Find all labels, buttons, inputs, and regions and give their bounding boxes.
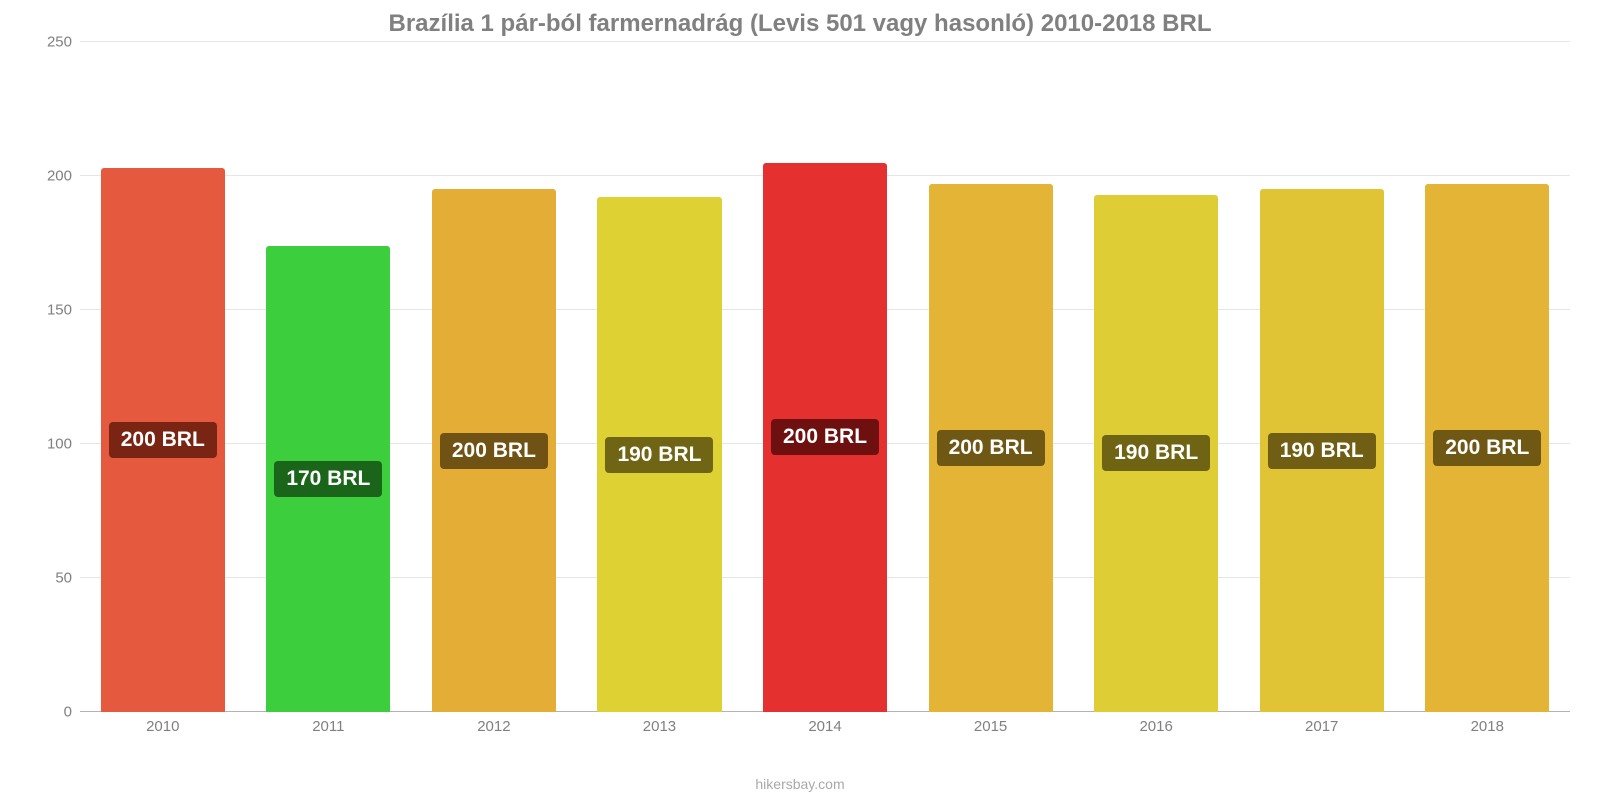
bar: 190 BRL (597, 197, 721, 712)
bar-value-label: 200 BRL (937, 430, 1045, 466)
x-tick-label: 2011 (246, 712, 412, 742)
bar: 190 BRL (1260, 189, 1384, 712)
x-tick-label: 2015 (908, 712, 1074, 742)
bar: 200 BRL (1425, 184, 1549, 712)
x-axis: 201020112012201320142015201620172018 (80, 712, 1570, 742)
y-tick-label: 250 (30, 34, 72, 51)
bar-value-label: 190 BRL (605, 437, 713, 473)
bar-slot: 200 BRL (411, 42, 577, 712)
bar-value-label: 190 BRL (1102, 435, 1210, 471)
bar: 200 BRL (432, 189, 556, 712)
chart-title: Brazília 1 pár-ból farmernadrág (Levis 5… (30, 10, 1570, 38)
bar-slot: 200 BRL (908, 42, 1074, 712)
bar-slot: 200 BRL (742, 42, 908, 712)
bar-value-label: 170 BRL (274, 461, 382, 497)
bar-slot: 190 BRL (1073, 42, 1239, 712)
y-tick-label: 100 (30, 436, 72, 453)
bar-value-label: 200 BRL (109, 422, 217, 458)
y-tick-label: 50 (30, 570, 72, 587)
x-tick-label: 2012 (411, 712, 577, 742)
bar: 200 BRL (763, 163, 887, 712)
y-axis: 050100150200250 (30, 42, 80, 712)
y-tick-label: 200 (30, 168, 72, 185)
bar: 170 BRL (266, 246, 390, 712)
credit-text: hikersbay.com (0, 776, 1600, 792)
bar-slot: 200 BRL (1405, 42, 1571, 712)
x-tick-label: 2014 (742, 712, 908, 742)
bar-value-label: 200 BRL (1433, 430, 1541, 466)
bar: 200 BRL (929, 184, 1053, 712)
bar-slot: 190 BRL (577, 42, 743, 712)
bar: 200 BRL (101, 168, 225, 712)
bar-value-label: 190 BRL (1268, 433, 1376, 469)
bar-slot: 200 BRL (80, 42, 246, 712)
x-tick-label: 2013 (577, 712, 743, 742)
bar-value-label: 200 BRL (440, 433, 548, 469)
y-tick-label: 150 (30, 302, 72, 319)
x-tick-label: 2018 (1405, 712, 1571, 742)
x-tick-label: 2010 (80, 712, 246, 742)
y-tick-label: 0 (30, 704, 72, 721)
plot-area: 050100150200250 200 BRL170 BRL200 BRL190… (30, 42, 1570, 742)
bar-slot: 170 BRL (246, 42, 412, 712)
bars-container: 200 BRL 170 BRL 200 BRL 190 BRL 200 BRL 200 B… (80, 42, 1570, 712)
bar-chart: Brazília 1 pár-ból farmernadrág (Levis 5… (0, 0, 1600, 800)
bar: 190 BRL (1094, 195, 1218, 712)
x-tick-label: 2016 (1073, 712, 1239, 742)
bar-value-label: 200 BRL (771, 419, 879, 455)
x-tick-label: 2017 (1239, 712, 1405, 742)
bar-slot: 190 BRL (1239, 42, 1405, 712)
